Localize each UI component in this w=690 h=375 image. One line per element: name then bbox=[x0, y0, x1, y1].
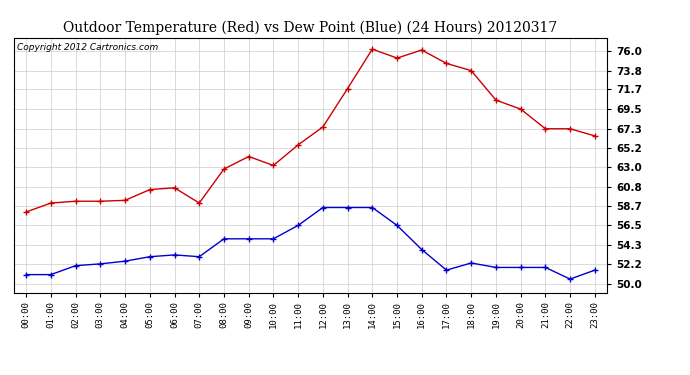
Title: Outdoor Temperature (Red) vs Dew Point (Blue) (24 Hours) 20120317: Outdoor Temperature (Red) vs Dew Point (… bbox=[63, 21, 558, 35]
Text: Copyright 2012 Cartronics.com: Copyright 2012 Cartronics.com bbox=[17, 43, 158, 52]
